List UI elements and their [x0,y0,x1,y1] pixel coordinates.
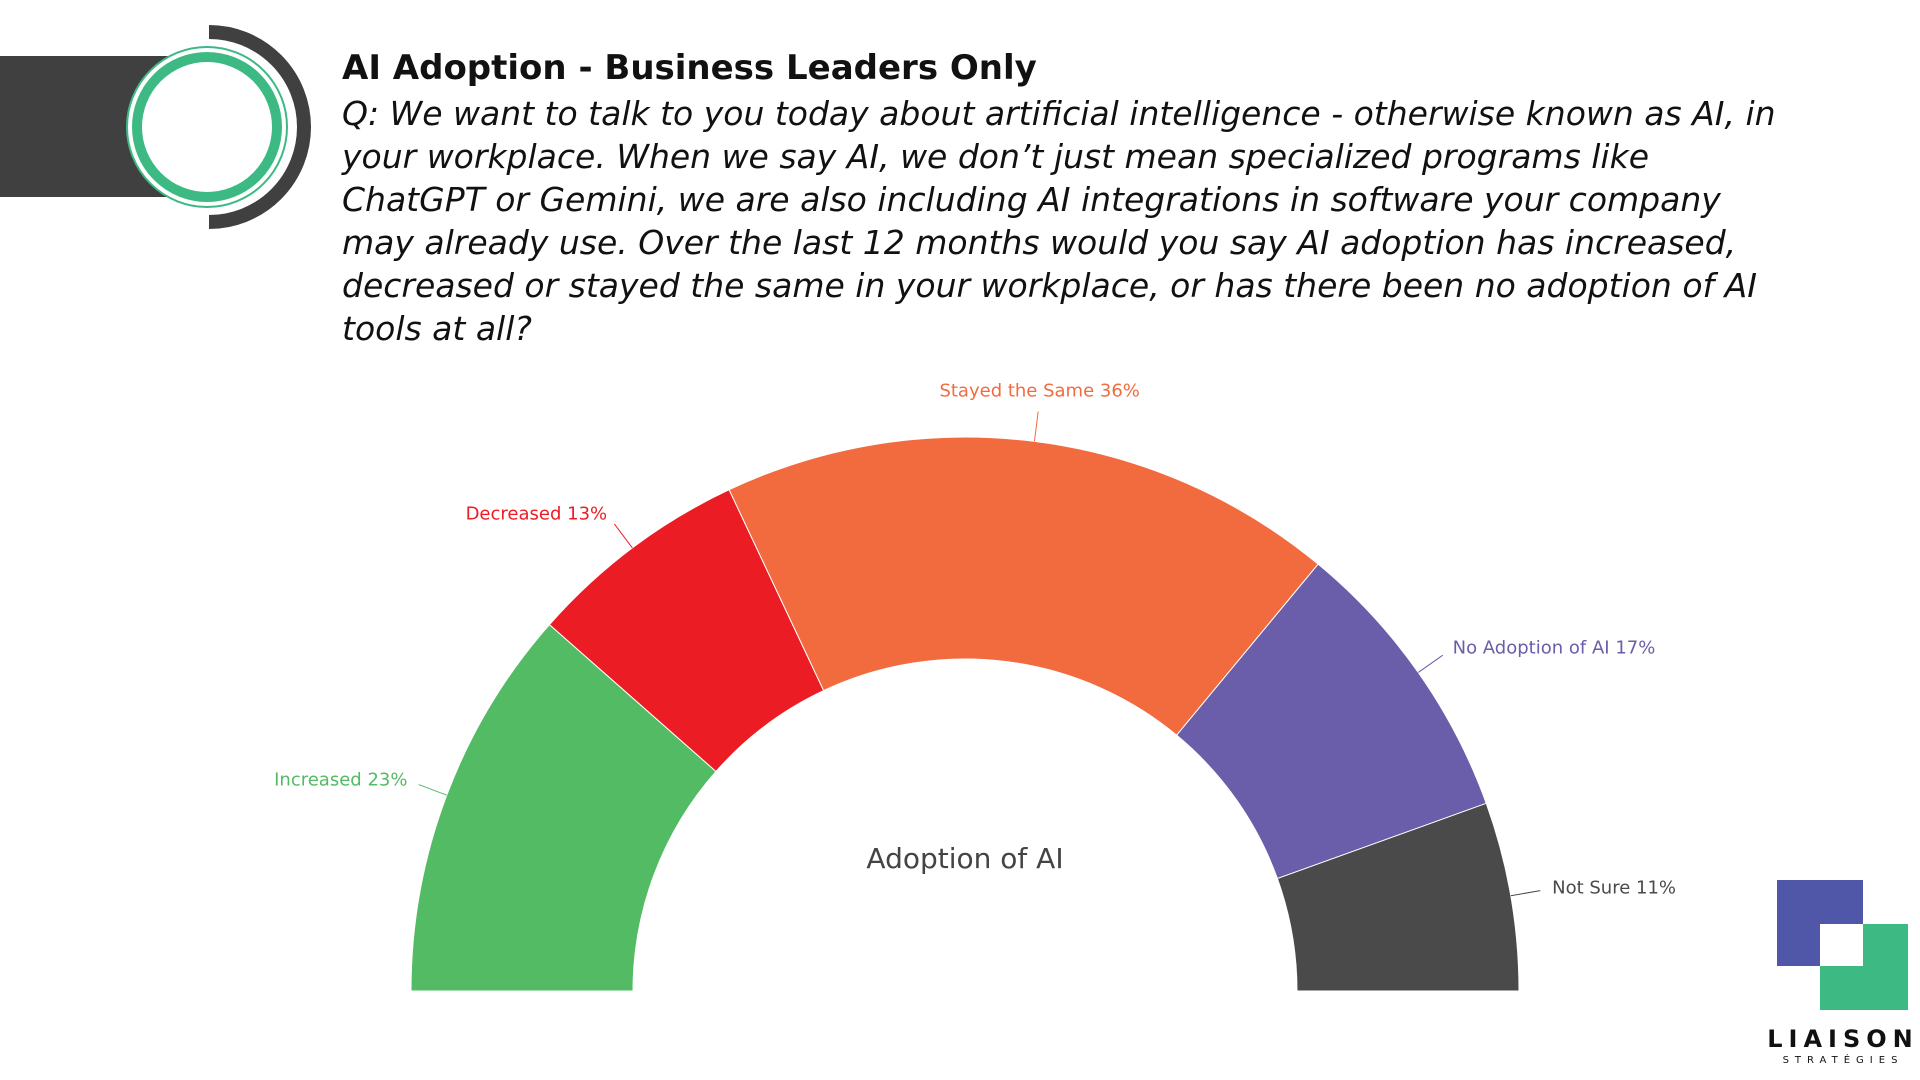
value-label: 13% [567,503,607,524]
leader-line [418,784,447,796]
question: Q: We want to talk to you today about ar… [342,94,1776,348]
logo-square [1820,924,1863,966]
header-ring [132,52,282,202]
segment [410,623,717,992]
leader-line [1510,890,1541,897]
leader-line [613,523,633,549]
value-label: 17% [1615,637,1655,658]
segment [728,436,1319,736]
data-label: No Adoption of AI 17% [1453,637,1656,658]
title: AI Adoption - Business Leaders Only [342,48,1037,88]
logo-name: LIAISON [1767,1025,1919,1053]
leader-line [1033,411,1039,442]
data-label: Stayed the Same 36% [939,381,1139,402]
data-label: Not Sure 11% [1552,878,1676,899]
category-label: Stayed the Same [939,381,1094,402]
value-label: 36% [1100,381,1140,402]
segment [1276,802,1520,992]
data-label: Increased 23% [274,769,407,790]
category-label: No Adoption of AI [1453,637,1610,658]
value-label: 23% [367,769,407,790]
category-label: Increased [274,769,362,790]
header-arc [208,25,311,229]
category-label: Decreased [466,503,562,524]
value-label: 11% [1636,878,1676,899]
category-label: Not Sure [1552,878,1630,899]
center-label: Adoption of AI [866,842,1063,875]
logo-tagline: STRATÉGIES [1783,1053,1904,1066]
leader-line [1417,654,1444,673]
data-label: Decreased 13% [466,503,608,524]
